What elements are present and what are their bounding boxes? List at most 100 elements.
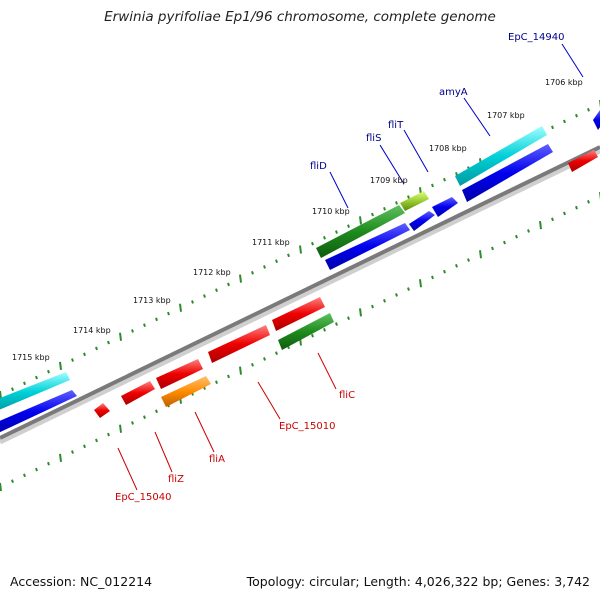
gene-label-epc14940[interactable]: EpC_14940: [508, 32, 564, 43]
tick-mark: [23, 473, 26, 478]
tick-mark: [395, 293, 398, 297]
tick-mark: [407, 195, 410, 199]
tick-mark: [323, 236, 326, 240]
red-cds-flia[interactable]: [156, 359, 203, 389]
green-gene-flid[interactable]: [316, 205, 405, 258]
gene-label-fliz[interactable]: fliZ: [168, 474, 184, 485]
tick-mark: [443, 177, 446, 182]
gene-label-flid[interactable]: fliD: [310, 161, 327, 172]
tick-mark: [419, 279, 422, 288]
tick-mark: [491, 246, 494, 251]
tick-mark: [263, 265, 266, 269]
gene-label-flit[interactable]: fliT: [388, 120, 404, 131]
tick-mark: [11, 479, 14, 483]
leader-flid: [329, 171, 349, 209]
accession-text: Accession: NC_012214: [10, 574, 153, 589]
lower-tick-track: [0, 192, 600, 492]
red-cds-epc15040[interactable]: [94, 403, 110, 418]
tick-mark: [71, 358, 74, 362]
cyan-gene-amya[interactable]: [455, 126, 547, 186]
gene-label-flis[interactable]: fliS: [366, 133, 381, 144]
tick-mark: [311, 241, 314, 246]
tick-mark: [83, 444, 86, 449]
tick-mark: [47, 461, 50, 466]
leader-fliz: [154, 431, 173, 473]
tick-mark: [479, 250, 482, 259]
tick-mark: [95, 438, 98, 443]
chromosome-backbone: [0, 145, 600, 440]
tick-mark: [335, 230, 338, 234]
tick-mark: [503, 240, 506, 245]
tick-mark: [23, 381, 26, 386]
tick-mark: [239, 274, 242, 283]
tick-label-1714: 1714 kbp: [73, 326, 111, 335]
blue-cds-flit[interactable]: [432, 197, 458, 217]
tick-mark: [287, 253, 290, 258]
map-title: Erwinia pyrifoliae Ep1/96 chromosome, co…: [104, 9, 496, 25]
tick-mark: [35, 375, 38, 380]
leader-epc15040: [117, 447, 138, 491]
tick-mark: [251, 362, 254, 367]
tick-mark: [371, 212, 374, 217]
genome-summary: Topology: circular; Length: 4,026,322 bp…: [246, 574, 590, 589]
tick-mark: [587, 108, 590, 112]
gene-label-epc15010[interactable]: EpC_15010: [279, 421, 335, 432]
tick-mark: [575, 113, 578, 118]
tick-mark: [143, 415, 146, 419]
tick-mark: [515, 234, 518, 239]
tick-mark: [347, 224, 350, 229]
gene-label-amya[interactable]: amyA: [439, 87, 468, 98]
tick-mark: [227, 374, 230, 379]
tick-label-1712: 1712 kbp: [193, 268, 231, 277]
gene-label-flic[interactable]: fliC: [339, 390, 355, 401]
leader-flis: [379, 144, 405, 185]
tick-mark: [35, 467, 38, 472]
tick-mark: [527, 229, 530, 233]
tick-label-1713: 1713 kbp: [133, 296, 171, 305]
red-cds-fliz[interactable]: [121, 381, 155, 405]
tick-mark: [191, 300, 194, 304]
red-cds-right[interactable]: [568, 150, 598, 172]
tick-mark: [107, 340, 110, 345]
blue-cds-flid[interactable]: [325, 223, 410, 270]
tick-mark: [455, 172, 458, 176]
tick-mark: [0, 390, 2, 400]
red-cds-flic[interactable]: [272, 297, 325, 331]
red-cds-epc15010[interactable]: [208, 325, 270, 363]
tick-mark: [119, 332, 122, 341]
gene-label-flia[interactable]: fliA: [209, 454, 225, 465]
tick-label-1710: 1710 kbp: [312, 207, 350, 216]
tick-mark: [299, 245, 302, 254]
tick-mark: [215, 380, 218, 385]
tick-mark: [155, 317, 158, 322]
cyan-gene-left[interactable]: [0, 372, 70, 412]
tick-label-1715: 1715 kbp: [12, 353, 50, 362]
blue-cds-amya[interactable]: [462, 144, 553, 202]
lime-gene-flis[interactable]: [400, 191, 429, 211]
green-gene-flic[interactable]: [278, 313, 334, 350]
tick-mark: [455, 264, 458, 268]
tick-label-1708: 1708 kbp: [429, 144, 467, 153]
leader-epc15010: [257, 381, 281, 420]
tick-mark: [431, 275, 434, 280]
blue-cds-right[interactable]: [593, 110, 600, 130]
tick-mark: [275, 351, 278, 355]
leader-flit: [403, 129, 429, 173]
tick-mark: [59, 453, 62, 463]
orange-gene-flia[interactable]: [161, 376, 211, 407]
blue-cds-flis[interactable]: [409, 211, 435, 231]
tick-mark: [443, 269, 446, 274]
tick-mark: [83, 352, 86, 357]
gene-label-epc15040[interactable]: EpC_15040: [115, 492, 171, 503]
tick-mark: [371, 304, 374, 309]
blue-cds-left[interactable]: [0, 390, 77, 435]
tick-label-1709: 1709 kbp: [370, 176, 408, 185]
tick-mark: [587, 200, 590, 204]
tick-mark: [467, 258, 470, 262]
tick-mark: [203, 294, 206, 298]
tick-label-1707: 1707 kbp: [487, 111, 525, 120]
tick-mark: [167, 311, 170, 316]
tick-mark: [47, 369, 50, 374]
tick-mark: [179, 303, 182, 312]
